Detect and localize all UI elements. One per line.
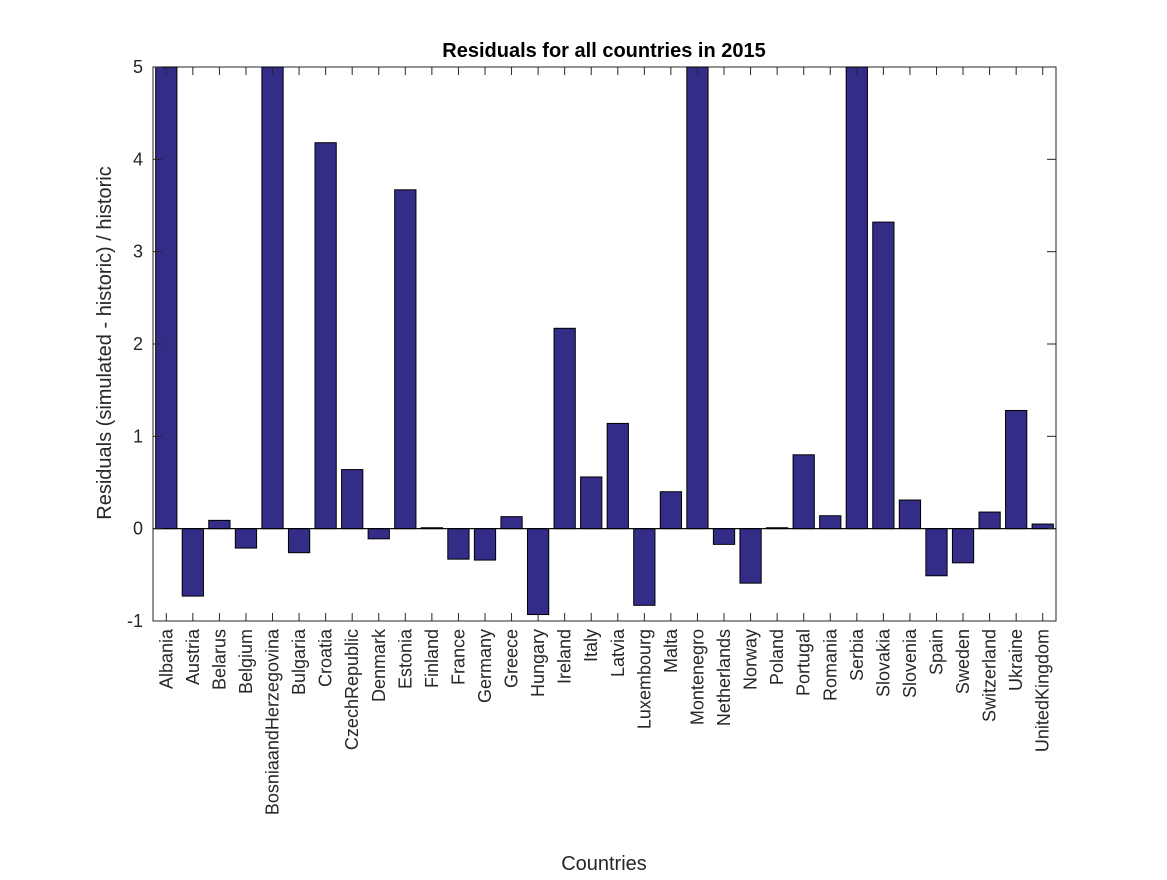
bar-spain bbox=[925, 528, 948, 577]
y-axis-ticks: -1 0 1 2 3 4 5 bbox=[127, 57, 1056, 631]
bar-slovakia bbox=[872, 221, 895, 530]
x-axis-label: Countries bbox=[561, 853, 647, 875]
bar-serbia bbox=[845, 66, 868, 530]
x-tick-label-romania: Romania bbox=[820, 628, 840, 701]
y-tick-label: 3 bbox=[133, 242, 143, 262]
bar-norway bbox=[739, 528, 762, 584]
x-tick-label-serbia: Serbia bbox=[847, 628, 867, 681]
x-tick-label-norway: Norway bbox=[741, 629, 761, 690]
x-tick-label-slovakia: Slovakia bbox=[873, 628, 893, 697]
x-tick-label-italy: Italy bbox=[581, 629, 601, 662]
y-tick-label: 2 bbox=[133, 334, 143, 354]
bar-italy bbox=[580, 476, 603, 530]
x-tick-label-bosniaandherzegovina: BosniaandHerzegovina bbox=[263, 628, 283, 815]
x-tick-label-switzerland: Switzerland bbox=[980, 629, 1000, 722]
y-tick-label: -1 bbox=[127, 611, 143, 631]
bar-albania bbox=[155, 66, 178, 530]
bar-switzerland bbox=[978, 511, 1001, 530]
bar-germany bbox=[473, 528, 497, 561]
x-tick-label-ireland: Ireland bbox=[555, 629, 575, 684]
y-tick-label: 1 bbox=[133, 426, 143, 446]
bar-latvia bbox=[606, 422, 629, 530]
bar-bulgaria bbox=[287, 528, 311, 554]
bar-ukraine bbox=[1005, 409, 1028, 530]
bar-czechrepublic bbox=[341, 469, 364, 530]
x-tick-label-sweden: Sweden bbox=[953, 629, 973, 694]
x-tick-label-greece: Greece bbox=[502, 629, 522, 688]
bar-romania bbox=[819, 515, 842, 530]
x-tick-label-denmark: Denmark bbox=[369, 628, 389, 702]
x-tick-label-spain: Spain bbox=[926, 629, 946, 675]
bar-unitedkingdom bbox=[1031, 523, 1054, 530]
bars bbox=[153, 66, 1056, 616]
x-tick-label-estonia: Estonia bbox=[395, 628, 415, 689]
x-tick-label-belgium: Belgium bbox=[236, 629, 256, 694]
x-tick-label-finland: Finland bbox=[422, 629, 442, 688]
bar-france bbox=[447, 528, 470, 560]
x-tick-label-slovenia: Slovenia bbox=[900, 628, 920, 698]
y-tick-label: 4 bbox=[133, 149, 143, 169]
bar-montenegro bbox=[686, 66, 709, 530]
x-tick-label-montenegro: Montenegro bbox=[687, 629, 707, 725]
bar-hungary bbox=[526, 528, 550, 616]
bar-netherlands bbox=[712, 528, 736, 545]
bar-denmark bbox=[367, 528, 390, 540]
bar-austria bbox=[181, 528, 204, 597]
y-tick-label: 0 bbox=[133, 519, 143, 539]
x-tick-label-luxembourg: Luxembourg bbox=[634, 629, 654, 729]
x-tick-label-germany: Germany bbox=[475, 629, 495, 703]
bar-ireland bbox=[553, 327, 576, 530]
x-tick-label-hungary: Hungary bbox=[528, 629, 548, 697]
x-axis-ticks: Albania Austria Belarus Belgium BosniaandHer… bbox=[156, 67, 1053, 815]
bar-bosniaandherzegovina bbox=[261, 66, 284, 530]
bar-malta bbox=[659, 491, 683, 530]
bar-belgium bbox=[234, 528, 258, 549]
x-tick-label-france: France bbox=[448, 629, 468, 685]
x-tick-label-albania: Albania bbox=[156, 628, 176, 689]
x-tick-label-poland: Poland bbox=[767, 629, 787, 685]
bar-luxembourg bbox=[633, 528, 656, 606]
x-tick-label-ukraine: Ukraine bbox=[1006, 629, 1026, 691]
bar-slovenia bbox=[898, 499, 922, 530]
x-tick-label-latvia: Latvia bbox=[608, 628, 628, 677]
bar-belarus bbox=[208, 519, 231, 530]
x-tick-label-bulgaria: Bulgaria bbox=[289, 628, 309, 695]
x-tick-label-unitedkingdom: UnitedKingdom bbox=[1033, 629, 1053, 752]
bar-greece bbox=[500, 516, 523, 530]
bar-sweden bbox=[951, 528, 975, 564]
x-tick-label-malta: Malta bbox=[661, 628, 681, 673]
x-tick-label-belarus: Belarus bbox=[209, 629, 229, 690]
chart-title: Residuals for all countries in 2015 bbox=[442, 40, 765, 62]
bar-estonia bbox=[394, 189, 417, 530]
x-tick-label-czechrepublic: CzechRepublic bbox=[342, 629, 362, 750]
x-tick-label-netherlands: Netherlands bbox=[714, 629, 734, 726]
x-tick-label-austria: Austria bbox=[183, 628, 203, 685]
x-tick-label-croatia: Croatia bbox=[316, 628, 336, 687]
bar-portugal bbox=[792, 454, 815, 530]
y-axis-label: Residuals (simulated - historic) / histo… bbox=[94, 166, 116, 519]
x-tick-label-portugal: Portugal bbox=[794, 629, 814, 696]
y-tick-label: 5 bbox=[133, 57, 143, 77]
bar-croatia bbox=[314, 142, 337, 530]
